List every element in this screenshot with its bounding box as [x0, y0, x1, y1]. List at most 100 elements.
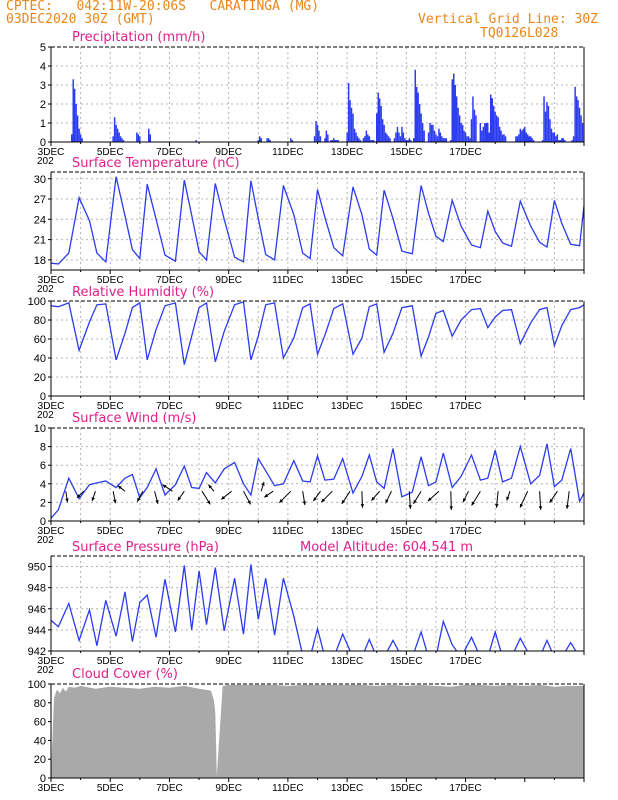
rh-ytick-label: 0: [40, 391, 46, 403]
wind-vector-head: [155, 500, 159, 504]
temp-xtick-label: 3DEC: [38, 275, 65, 286]
cloud-ytick-label: 80: [34, 698, 46, 710]
precip-bar: [381, 119, 384, 142]
precip-bar: [420, 113, 422, 142]
cloud-cover-area: [51, 684, 584, 778]
precip-bar: [547, 105, 550, 142]
wind-vector-head: [385, 499, 389, 504]
precip-ytick-label: 1: [40, 118, 46, 130]
wind-ytick-label: 0: [40, 516, 46, 528]
wind-xtick-label: 17DEC: [449, 526, 481, 537]
precip-bar: [396, 126, 399, 142]
wind-vector-head: [162, 484, 167, 489]
precip-bar: [442, 138, 445, 142]
temp-xtick-label: 13DEC: [331, 275, 363, 286]
precip-bar: [334, 140, 336, 142]
wind-vector-head: [206, 500, 211, 505]
wind-ytick-label: 4: [40, 479, 46, 491]
wind-ytick-label: 10: [34, 423, 46, 435]
press-xtick-label: 13DEC: [331, 656, 363, 667]
press-ytick-label: 944: [28, 625, 46, 637]
wind-vector-head: [208, 484, 212, 489]
precip-bar: [435, 134, 437, 142]
rh-xtick-label: 3DEC: [38, 401, 65, 412]
precip-bar: [472, 96, 474, 142]
press-xtick-label: 7DEC: [156, 656, 183, 667]
precip-bar: [333, 138, 335, 142]
precip-bar: [267, 138, 270, 142]
precip-bar: [519, 128, 522, 142]
precip-bar: [527, 134, 529, 142]
precip-bar: [564, 140, 566, 142]
precip-bar: [550, 128, 553, 142]
precip-bar: [549, 119, 551, 142]
precip-bar: [487, 123, 489, 142]
precip-bar: [430, 124, 433, 142]
precip-bar: [484, 123, 486, 142]
temp-ytick-label: 30: [34, 174, 46, 186]
wind-vector-head: [264, 493, 269, 498]
precip-bar: [469, 138, 471, 142]
run-date: 03DEC2020 30Z (GMT): [6, 12, 155, 27]
precip-bar: [485, 123, 487, 142]
precip-bar: [401, 126, 403, 142]
precip-bar: [559, 140, 562, 142]
wind-vector-head: [549, 498, 554, 503]
precip-bar: [525, 132, 527, 142]
rh-title: Relative Humidity (%): [72, 285, 214, 300]
wind-xtick-label: 13DEC: [331, 526, 363, 537]
wind-vector-head: [408, 505, 412, 509]
precip-bar: [556, 134, 559, 142]
temp-series-line: [51, 176, 584, 265]
temp-xtick-label: 15DEC: [390, 275, 422, 286]
precip-bar: [432, 124, 434, 142]
precip-bar: [331, 140, 334, 142]
precip-bar: [413, 138, 415, 142]
precip-bar: [260, 138, 262, 142]
precip-bar: [290, 138, 292, 142]
station-header: CPTEC: 042:11W-20:06S CARATINGA (MG): [6, 0, 320, 14]
precip-bar: [358, 138, 360, 142]
precip-xtick-label: 3DEC: [38, 147, 65, 158]
precip-bar: [454, 85, 456, 142]
precip-bar: [578, 107, 581, 142]
precip-year-label: 202: [37, 156, 54, 167]
wind-vector-head: [520, 503, 524, 508]
precip-bar: [380, 105, 382, 142]
precip-bar: [429, 123, 431, 142]
precip-bar: [453, 73, 455, 142]
precip-bar: [490, 94, 492, 142]
precip-bar: [352, 113, 354, 142]
precip-bar: [491, 98, 493, 142]
wind-vector-head: [321, 498, 326, 503]
precip-ytick-label: 5: [40, 42, 46, 54]
cloud-title: Cloud Cover (%): [72, 667, 178, 682]
precip-bar: [528, 136, 530, 142]
wind-xtick-label: 11DEC: [272, 526, 304, 537]
press-xtick-label: 3DEC: [38, 656, 65, 667]
precip-bar: [79, 134, 82, 142]
precip-bar: [530, 136, 532, 142]
precip-bar: [72, 79, 74, 142]
precip-ytick-label: 0: [40, 137, 46, 149]
precip-bar: [327, 134, 329, 142]
precip-title: Precipitation (mm/h): [72, 30, 205, 45]
wind-title: Surface Wind (m/s): [72, 411, 196, 426]
precip-bar: [521, 130, 523, 142]
precip-bar: [571, 140, 573, 142]
precip-bar: [444, 138, 446, 142]
wind-vector-head: [427, 497, 432, 502]
precip-bar: [574, 86, 576, 142]
cloud-xtick-label: 11DEC: [272, 783, 304, 794]
precip-bar: [368, 136, 371, 142]
precip-bar: [461, 124, 464, 142]
precip-bar: [362, 138, 365, 142]
precip-bar: [498, 126, 501, 142]
precip-bar: [402, 132, 405, 142]
rh-xtick-label: 17DEC: [449, 401, 481, 412]
precip-bar: [470, 119, 473, 142]
wind-vector-head: [117, 485, 122, 490]
wind-vector-head: [371, 496, 376, 501]
precip-bar: [115, 124, 117, 142]
temp-xtick-label: 5DEC: [97, 275, 124, 286]
